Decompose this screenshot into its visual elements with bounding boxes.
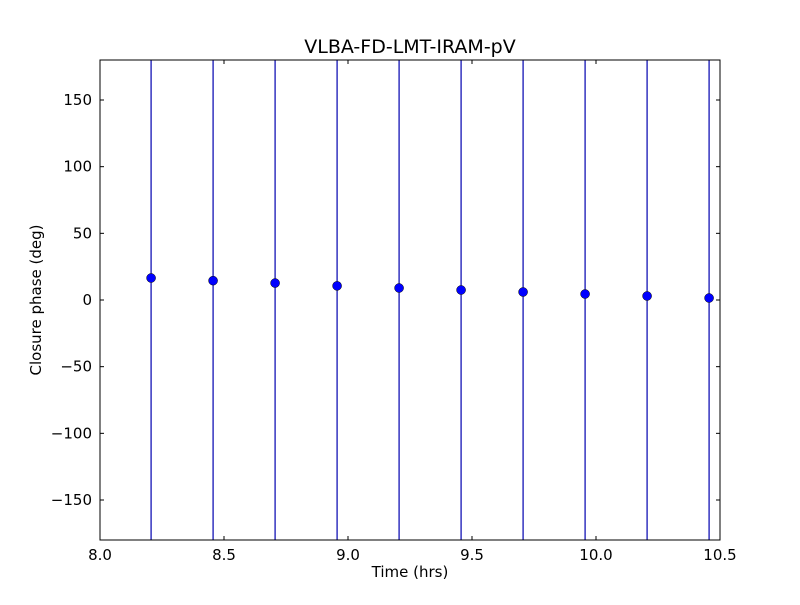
data-point [270,278,280,288]
data-point [146,273,156,283]
x-tick-label: 10.5 [703,546,736,564]
data-point [518,287,528,297]
x-axis-label: Time (hrs) [371,563,449,581]
y-tick-label: −100 [51,424,92,442]
y-tick-label: 150 [63,91,92,109]
plot-area: 8.0 8.5 9.0 9.5 10.0 10.5 −150 −100 −50 0 50 100 150 [51,59,737,564]
x-tick-label: 9.0 [336,546,360,564]
y-tick-label: 50 [73,224,92,242]
y-axis-label: Closure phase (deg) [27,225,45,376]
x-tick-label: 8.5 [212,546,236,564]
x-tick-label: 10.0 [579,546,612,564]
data-point [394,283,404,293]
data-point [580,289,590,299]
data-point [642,291,652,301]
data-point [704,293,714,303]
x-tick-label: 8.0 [88,546,112,564]
plot-background [100,60,720,540]
y-tick-label: −150 [51,491,92,509]
data-point [456,285,466,295]
x-tick-label: 9.5 [460,546,484,564]
data-point [208,275,218,286]
data-point [332,281,342,291]
chart-title: VLBA-FD-LMT-IRAM-pV [304,36,516,58]
y-tick-label: −50 [60,358,92,376]
y-tick-label: 0 [82,291,92,309]
y-tick-label: 100 [63,158,92,176]
